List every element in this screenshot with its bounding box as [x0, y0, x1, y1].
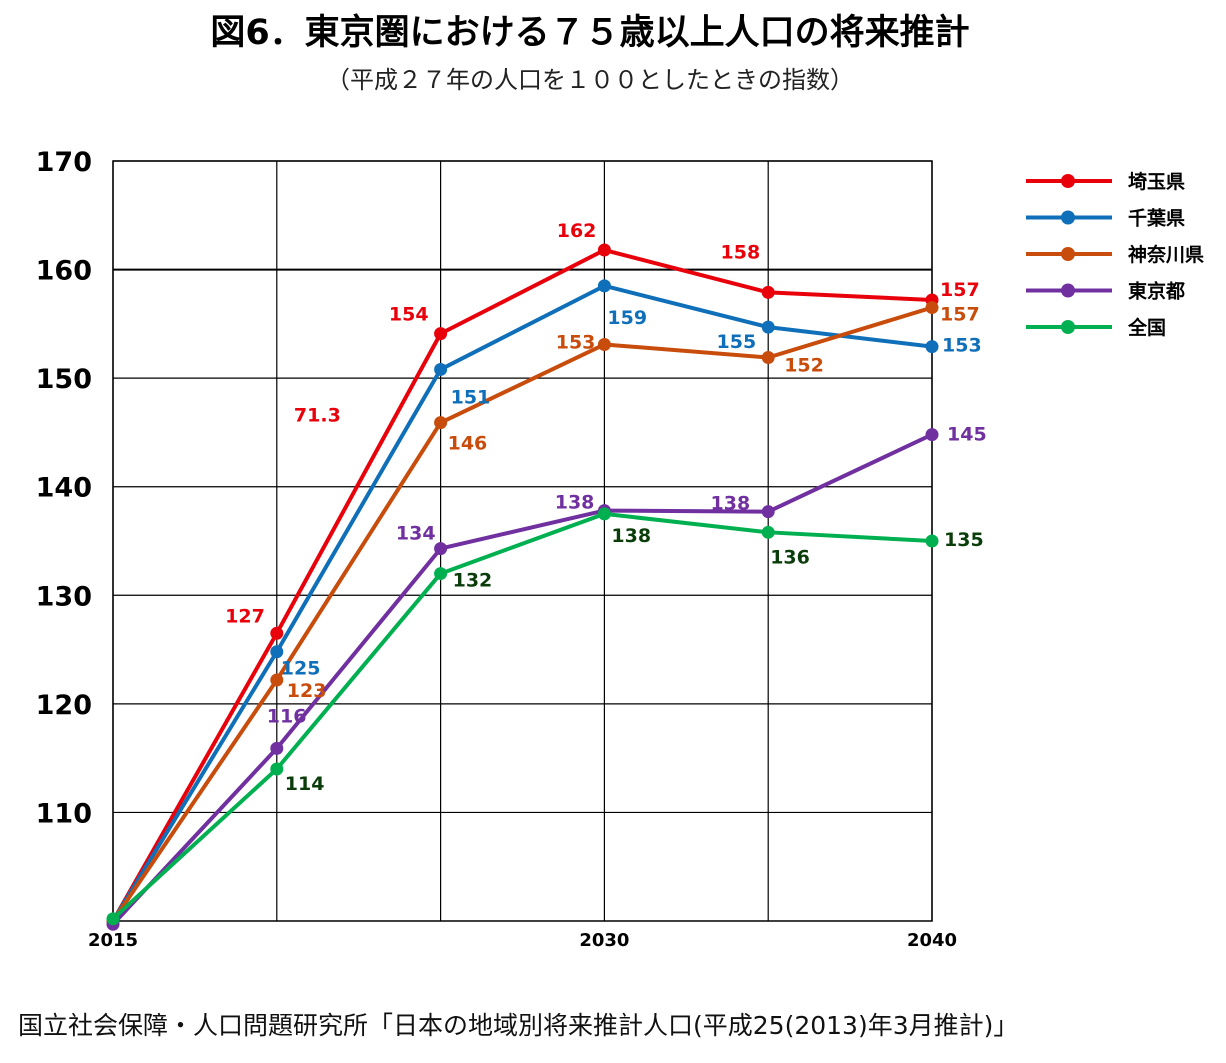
data-point — [597, 279, 611, 293]
data-label: 146 — [448, 433, 488, 455]
data-point — [434, 416, 448, 430]
data-point — [925, 534, 939, 548]
legend-label: 千葉県 — [1128, 208, 1185, 230]
data-label: 138 — [611, 525, 651, 547]
y-tick-label: 120 — [36, 690, 92, 721]
data-label: 162 — [557, 220, 597, 242]
data-point — [925, 340, 939, 354]
data-label: 152 — [784, 355, 824, 377]
data-label: 116 — [267, 705, 307, 727]
data-point — [270, 741, 284, 755]
y-tick-label: 170 — [36, 147, 92, 178]
data-label: 125 — [281, 658, 321, 680]
legend-marker — [1061, 320, 1075, 334]
data-point — [434, 567, 448, 581]
data-label: 153 — [942, 335, 982, 357]
data-point — [925, 428, 939, 442]
y-tick-label: 150 — [36, 364, 92, 395]
data-label: 114 — [285, 773, 325, 795]
legend-marker — [1061, 174, 1075, 188]
line-chart: 110 120 130 140 150 160 170 2015 2030 2040 127 154 1… — [36, 147, 1204, 951]
data-point — [270, 762, 284, 776]
legend-marker — [1061, 283, 1075, 298]
data-label: 154 — [389, 304, 429, 326]
source-note: 国立社会保障・人口問題研究所「日本の地域別将来推計人口(平成25(2013)年3… — [18, 1011, 1019, 1040]
legend-label: 神奈川県 — [1128, 243, 1204, 266]
data-point — [106, 912, 120, 926]
data-point — [434, 362, 448, 376]
data-label: 155 — [717, 331, 757, 353]
data-label: 123 — [287, 680, 327, 702]
series-line — [111, 305, 933, 923]
x-tick-label: 2030 — [579, 930, 629, 951]
x-tick-label: 2015 — [88, 930, 138, 951]
data-label: 134 — [396, 523, 436, 545]
data-point — [434, 542, 448, 556]
data-point — [270, 645, 284, 659]
data-point — [761, 525, 775, 539]
data-label: 157 — [940, 279, 980, 301]
legend-label: 全国 — [1127, 316, 1166, 339]
data-label: 138 — [555, 492, 595, 514]
data-point — [761, 320, 775, 334]
annotation-label: 71.3 — [294, 405, 341, 427]
data-label: 157 — [940, 304, 980, 326]
y-tick-label: 160 — [36, 256, 92, 287]
chart-title: 図6．東京圏における７５歳以上人口の将来推計 — [210, 13, 970, 53]
x-tick-label: 2040 — [907, 930, 957, 951]
data-label: 135 — [944, 529, 984, 551]
data-point — [597, 243, 611, 257]
legend-marker — [1061, 210, 1075, 225]
data-point — [761, 285, 775, 299]
series-line — [111, 283, 933, 923]
data-label: 151 — [451, 386, 491, 408]
data-label: 127 — [225, 605, 265, 627]
data-point — [270, 673, 284, 687]
data-label: 153 — [556, 331, 596, 353]
data-point — [597, 337, 611, 351]
y-tick-label: 110 — [36, 798, 92, 829]
y-tick-label: 130 — [36, 581, 92, 612]
data-label: 158 — [721, 241, 761, 263]
y-tick-label: 140 — [36, 473, 92, 504]
data-label: 132 — [453, 570, 493, 592]
data-label: 138 — [711, 493, 751, 515]
series-line — [111, 248, 933, 922]
legend-marker — [1061, 247, 1075, 261]
series-line — [111, 432, 933, 926]
series-line — [111, 511, 933, 921]
data-point — [597, 507, 611, 521]
data-point — [761, 505, 775, 519]
data-point — [434, 327, 448, 341]
legend-label: 埼玉県 — [1128, 170, 1185, 193]
data-label: 136 — [770, 546, 810, 568]
data-label: 159 — [607, 307, 647, 329]
chart-subtitle: （平成２７年の人口を１００としたときの指数） — [326, 66, 854, 94]
data-point — [925, 301, 939, 315]
data-point — [761, 351, 775, 365]
data-point — [270, 626, 284, 640]
legend-label: 東京都 — [1128, 280, 1185, 303]
data-label: 145 — [947, 424, 987, 446]
